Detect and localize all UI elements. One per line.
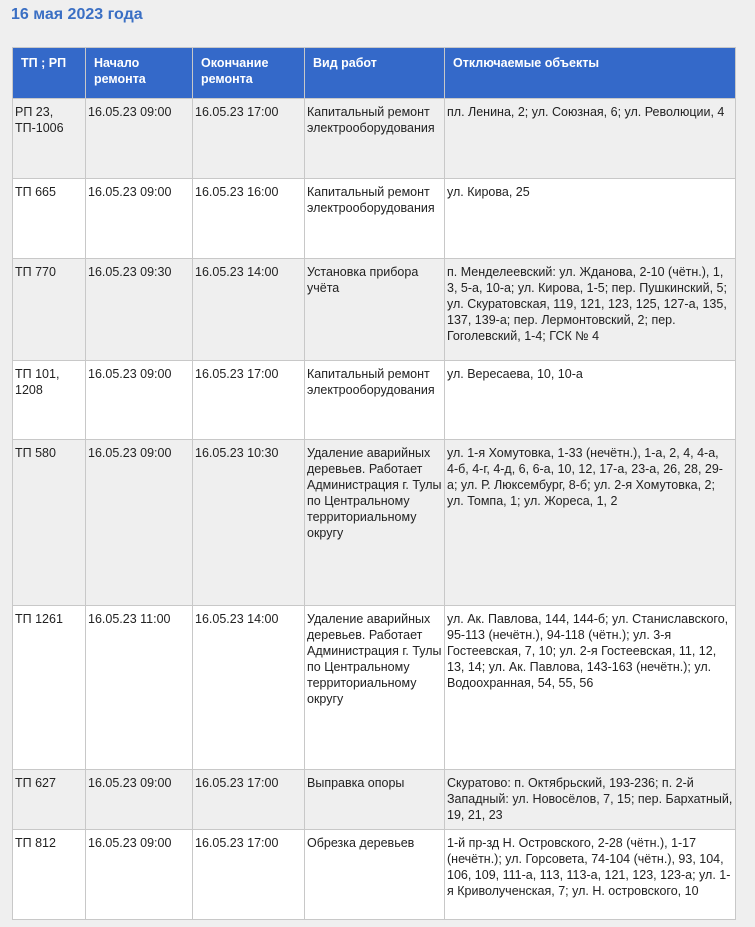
header-objects: Отключаемые объекты bbox=[444, 47, 736, 99]
cell-tp: ТП 101, 1208 bbox=[12, 360, 86, 440]
cell-end: 16.05.23 10:30 bbox=[192, 439, 305, 606]
cell-end: 16.05.23 17:00 bbox=[192, 829, 305, 920]
table-row: РП 23, ТП-1006 16.05.23 09:00 16.05.23 17:… bbox=[12, 98, 736, 179]
header-work: Вид работ bbox=[304, 47, 445, 99]
cell-start: 16.05.23 09:30 bbox=[85, 258, 193, 361]
cell-objects: ул. Ак. Павлова, 144, 144-б; ул. Станисл… bbox=[444, 605, 736, 770]
cell-tp: ТП 580 bbox=[12, 439, 86, 606]
cell-work: Установка прибора учёта bbox=[304, 258, 445, 361]
cell-work: Удаление аварийных деревьев. Работает Ад… bbox=[304, 439, 445, 606]
table-row: ТП 101, 1208 16.05.23 09:00 16.05.23 17:00… bbox=[12, 360, 736, 440]
cell-tp: ТП 812 bbox=[12, 829, 86, 920]
cell-objects: п. Менделеевский: ул. Жданова, 2-10 (чёт… bbox=[444, 258, 736, 361]
header-end: Окончание ремонта bbox=[192, 47, 305, 99]
cell-end: 16.05.23 16:00 bbox=[192, 178, 305, 259]
cell-work: Выправка опоры bbox=[304, 769, 445, 830]
table-row: ТП 770 16.05.23 09:30 16.05.23 14:00 Устано… bbox=[12, 258, 736, 361]
cell-start: 16.05.23 11:00 bbox=[85, 605, 193, 770]
table-row: ТП 580 16.05.23 09:00 16.05.23 10:30 Удален… bbox=[12, 439, 736, 606]
cell-objects: Скуратово: п. Октябрьский, 193-236; п. 2… bbox=[444, 769, 736, 830]
cell-work: Капитальный ремонт электрооборудования bbox=[304, 98, 445, 179]
cell-objects: ул. 1-я Хомутовка, 1-33 (нечётн.), 1-а, … bbox=[444, 439, 736, 606]
cell-work: Капитальный ремонт электрооборудования bbox=[304, 178, 445, 259]
header-start: Начало ремонта bbox=[85, 47, 193, 99]
cell-tp: ТП 1261 bbox=[12, 605, 86, 770]
cell-tp: ТП 665 bbox=[12, 178, 86, 259]
cell-work: Обрезка деревьев bbox=[304, 829, 445, 920]
cell-start: 16.05.23 09:00 bbox=[85, 769, 193, 830]
header-tp: ТП ; РП bbox=[12, 47, 86, 99]
cell-tp: ТП 627 bbox=[12, 769, 86, 830]
cell-objects: 1-й пр-зд Н. Островского, 2-28 (чётн.), … bbox=[444, 829, 736, 920]
cell-end: 16.05.23 17:00 bbox=[192, 360, 305, 440]
cell-objects: ул. Вересаева, 10, 10-а bbox=[444, 360, 736, 440]
cell-start: 16.05.23 09:00 bbox=[85, 360, 193, 440]
cell-start: 16.05.23 09:00 bbox=[85, 829, 193, 920]
table-row: ТП 1261 16.05.23 11:00 16.05.23 14:00 Удале… bbox=[12, 605, 736, 770]
table-row: ТП 665 16.05.23 09:00 16.05.23 16:00 Капита… bbox=[12, 178, 736, 259]
cell-work: Капитальный ремонт электрооборудования bbox=[304, 360, 445, 440]
cell-tp: ТП 770 bbox=[12, 258, 86, 361]
cell-end: 16.05.23 14:00 bbox=[192, 605, 305, 770]
cell-start: 16.05.23 09:00 bbox=[85, 178, 193, 259]
table-row: ТП 627 16.05.23 09:00 16.05.23 17:00 Выправ… bbox=[12, 769, 736, 830]
table-row: ТП 812 16.05.23 09:00 16.05.23 17:00 Обрезк… bbox=[12, 829, 736, 920]
cell-end: 16.05.23 17:00 bbox=[192, 769, 305, 830]
cell-start: 16.05.23 09:00 bbox=[85, 98, 193, 179]
cell-work: Удаление аварийных деревьев. Работает Ад… bbox=[304, 605, 445, 770]
page-title: 16 мая 2023 года bbox=[11, 6, 143, 23]
cell-start: 16.05.23 09:00 bbox=[85, 439, 193, 606]
outage-table: ТП ; РП Начало ремонта Окончание ремонта… bbox=[12, 47, 736, 920]
cell-end: 16.05.23 14:00 bbox=[192, 258, 305, 361]
cell-objects: пл. Ленина, 2; ул. Союзная, 6; ул. Револ… bbox=[444, 98, 736, 179]
cell-end: 16.05.23 17:00 bbox=[192, 98, 305, 179]
cell-tp: РП 23, ТП-1006 bbox=[12, 98, 86, 179]
cell-objects: ул. Кирова, 25 bbox=[444, 178, 736, 259]
table-header: ТП ; РП Начало ремонта Окончание ремонта… bbox=[12, 47, 736, 99]
